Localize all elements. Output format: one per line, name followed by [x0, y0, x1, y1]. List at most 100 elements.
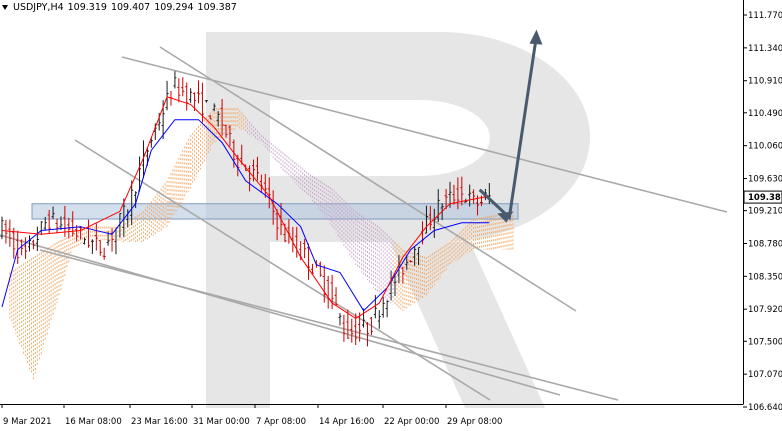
- watermark-logo: [206, 32, 590, 408]
- trend-line: [121, 56, 728, 213]
- candle: [472, 189, 476, 204]
- candle: [102, 247, 106, 260]
- y-tick-label: 107.920: [748, 305, 782, 315]
- candle: [248, 165, 252, 192]
- candle: [369, 317, 373, 336]
- candle: [98, 240, 102, 256]
- candle: [452, 184, 456, 205]
- candle: [75, 225, 79, 242]
- candle: [358, 312, 362, 342]
- candle: [255, 156, 259, 181]
- candle: [263, 173, 267, 198]
- candle: [468, 184, 472, 207]
- candle: [0, 216, 4, 240]
- candle: [267, 177, 271, 209]
- candle: [413, 246, 417, 266]
- candle: [307, 243, 311, 280]
- candle: [55, 218, 59, 234]
- candle: [334, 287, 338, 306]
- candle: [409, 260, 413, 263]
- tenkan-sen-line: [1, 96, 490, 319]
- candle: [122, 198, 126, 237]
- candle: [173, 71, 177, 89]
- candle: [83, 237, 87, 245]
- x-tick-label: 7 Apr 08:00: [256, 417, 306, 427]
- candle: [8, 219, 12, 247]
- candle: [381, 296, 385, 318]
- candle: [220, 99, 224, 136]
- chart-header: USDJPY,H4 109.319 109.407 109.294 109.38…: [2, 2, 237, 13]
- candle: [177, 78, 181, 103]
- y-tick-label: 107.070: [748, 370, 782, 380]
- trend-line: [39, 249, 619, 401]
- candle: [16, 230, 20, 265]
- y-tick-label: 108.350: [748, 272, 782, 282]
- candle: [110, 228, 114, 252]
- symbol-label: USDJPY,H4: [13, 2, 64, 13]
- candle: [20, 239, 24, 256]
- candle: [197, 80, 200, 104]
- x-tick-label: 16 Mar 08:00: [65, 417, 122, 427]
- candle: [71, 211, 75, 237]
- candle: [130, 180, 134, 226]
- forecast-arrow-dip: [497, 211, 514, 223]
- candle: [224, 124, 228, 138]
- candle: [157, 112, 161, 131]
- open-value: 109.319: [67, 2, 107, 13]
- forecast-arrow-head: [529, 29, 543, 45]
- candle: [318, 261, 322, 277]
- x-tick-label: 14 Apr 16:00: [319, 417, 374, 427]
- candle: [444, 188, 448, 210]
- candle: [90, 239, 94, 254]
- y-tick-label: 109.630: [748, 175, 782, 185]
- candle: [134, 191, 138, 209]
- candle: [31, 239, 35, 250]
- candle: [51, 206, 55, 219]
- dropdown-triangle-icon[interactable]: [2, 5, 8, 10]
- candle: [350, 318, 354, 343]
- candle: [346, 309, 350, 339]
- candle: [212, 103, 216, 112]
- trend-line: [74, 139, 491, 401]
- candle: [204, 100, 208, 103]
- y-tick-label: 107.500: [748, 337, 782, 347]
- candle: [405, 254, 409, 270]
- candle: [338, 313, 342, 326]
- x-tick-label: 31 Mar 00:00: [193, 417, 250, 427]
- candle: [12, 227, 16, 259]
- support-zone: [31, 203, 519, 220]
- candle: [35, 226, 39, 251]
- candle: [401, 267, 405, 284]
- y-tick-label: 109.210: [748, 207, 782, 217]
- y-tick-label: 106.640: [748, 403, 782, 413]
- candle: [47, 210, 51, 234]
- candle: [94, 223, 98, 251]
- y-tick-label: 110.910: [748, 77, 782, 87]
- candle: [322, 265, 326, 303]
- trend-line: [0, 234, 561, 396]
- y-tick-label: 108.780: [748, 239, 782, 249]
- candle: [165, 80, 169, 111]
- y-tick-label: 110.490: [748, 109, 782, 119]
- candle: [377, 310, 381, 329]
- x-tick-label: 23 Mar 16:00: [131, 417, 188, 427]
- x-tick-label: 29 Apr 08:00: [447, 417, 502, 427]
- low-value: 109.294: [154, 2, 194, 13]
- candle: [342, 314, 346, 342]
- y-tick-label: 110.060: [748, 142, 782, 152]
- candle: [385, 300, 389, 318]
- candle: [275, 209, 279, 241]
- candle: [79, 226, 83, 240]
- candle: [59, 216, 63, 231]
- last-price-label: 109.387: [748, 193, 782, 203]
- y-tick-label: 111.770: [748, 11, 782, 21]
- candle: [456, 177, 460, 210]
- candle: [428, 206, 432, 231]
- candle: [4, 219, 8, 244]
- candle: [365, 322, 369, 347]
- candle: [208, 115, 212, 120]
- candle: [228, 125, 232, 147]
- candle: [310, 263, 314, 274]
- candle: [181, 77, 185, 97]
